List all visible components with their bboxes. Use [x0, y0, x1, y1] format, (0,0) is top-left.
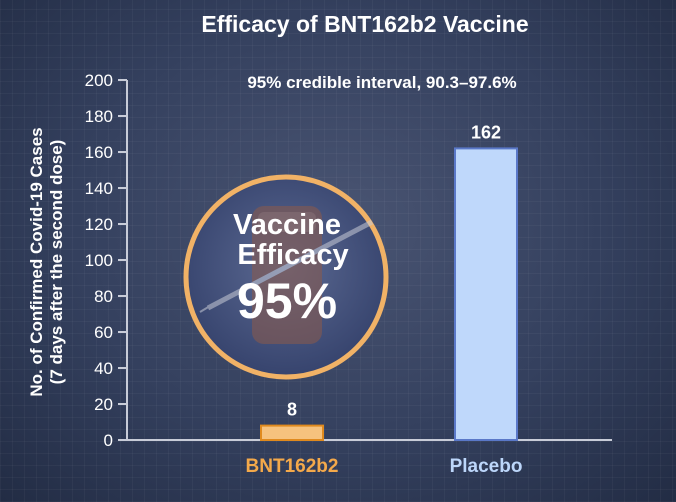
y-tick-label: 120 [85, 215, 113, 234]
bar-placebo [454, 147, 518, 441]
vial-syringe-icon [199, 206, 374, 344]
x-category-label-placebo: Placebo [450, 456, 523, 477]
badge-line3: 95% [237, 273, 337, 329]
y-tick-label: 60 [94, 323, 113, 342]
y-axis-label-line2: (7 days after the second dose) [47, 140, 66, 385]
y-tick-label: 180 [85, 107, 113, 126]
y-tick-label: 100 [85, 251, 113, 270]
y-axis-label-line1: No. of Confirmed Covid-19 Cases [27, 127, 46, 396]
y-tick-label: 0 [104, 431, 113, 450]
y-tick-label: 200 [85, 71, 113, 90]
x-category-label-bnt162b2: BNT162b2 [246, 456, 339, 477]
bars: 8 BNT162b2 162 Placebo [246, 122, 523, 477]
y-axis-ticks: 0 20 40 60 80 100 120 140 160 180 200 [85, 71, 127, 450]
badge-line1: Vaccine [233, 209, 341, 241]
badge-line2: Efficacy [237, 239, 348, 271]
vaccine-efficacy-badge: Vaccine Efficacy 95% [183, 174, 389, 380]
y-tick-label: 40 [94, 359, 113, 378]
y-tick-label: 80 [94, 287, 113, 306]
y-tick-label: 160 [85, 143, 113, 162]
data-label-placebo: 162 [471, 122, 501, 142]
chart-title: Efficacy of BNT162b2 Vaccine [201, 11, 528, 37]
bar-bnt162b2 [260, 424, 324, 442]
y-axis-label: No. of Confirmed Covid-19 Cases (7 days … [27, 127, 66, 396]
y-tick-label: 140 [85, 179, 113, 198]
y-tick-label: 20 [94, 395, 113, 414]
data-label-bnt162b2: 8 [287, 400, 297, 420]
chart-subtitle: 95% credible interval, 90.3–97.6% [247, 73, 516, 92]
